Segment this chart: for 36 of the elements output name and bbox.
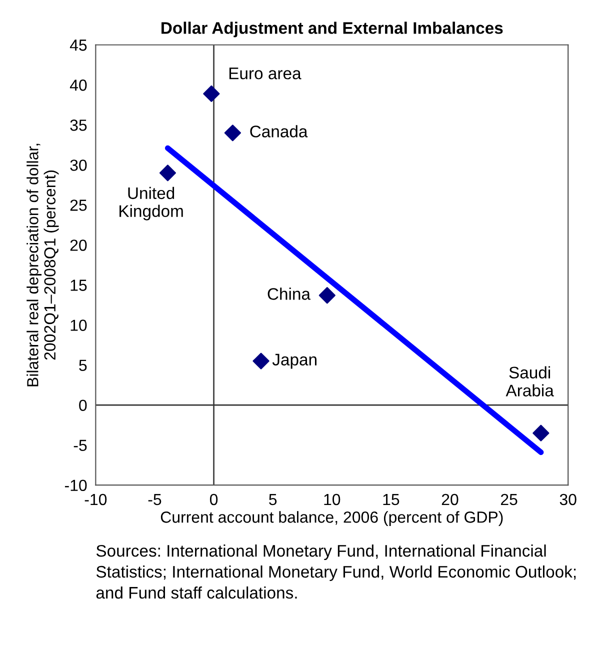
x-tick-label: 10 [324,494,340,506]
y-tick-label: 15 [70,280,87,291]
x-tick-label: 20 [442,494,458,506]
point [318,287,336,304]
y-tick-label: 25 [70,200,87,211]
x-tick-label: -5 [148,494,162,506]
y-tick-label: 10 [70,320,87,331]
y-tick-label: 5 [79,360,87,371]
annotation: Japan [272,354,316,369]
annotation: Canada [250,125,308,138]
x-axis-title: Current account balance, 2006 (percent of GDP) [160,511,503,526]
source-note: Sources: International Monetary Fund, International Financial Statistics; International Monetary Fund, World Economic Outlook; and Fund staff calculations. [96,544,576,599]
y-tick-label: 30 [70,160,87,171]
y-tick-label: 20 [70,240,87,251]
point [224,124,241,142]
point [203,85,220,102]
y-tick-label: -5 [74,440,87,452]
y-tick-label: 45 [70,40,87,51]
y-axis-title: Bilateral real depreciation of dollar, 2002Q1–2008Q1 (percent) [26,144,59,386]
y-tick-label: -10 [64,480,87,492]
y-tick-label: 0 [79,400,87,412]
annotation: China [268,288,310,300]
annotation: Euro area [229,68,302,80]
x-tick-label: 30 [560,494,576,506]
x-tick-label: 15 [383,494,400,506]
point [252,352,270,370]
point [532,424,550,442]
chart-title: Dollar Adjustment and External Imbalances [162,22,503,38]
x-tick-label: 25 [500,494,518,506]
x-tick-label: 5 [269,494,277,506]
annotation: Saudi Arabia [506,366,554,396]
y-tick-label: 40 [70,80,87,91]
point [159,164,176,182]
x-tick-label: 0 [210,494,218,506]
annotation: United Kingdom [120,186,183,220]
y-tick-label: 35 [70,120,87,131]
